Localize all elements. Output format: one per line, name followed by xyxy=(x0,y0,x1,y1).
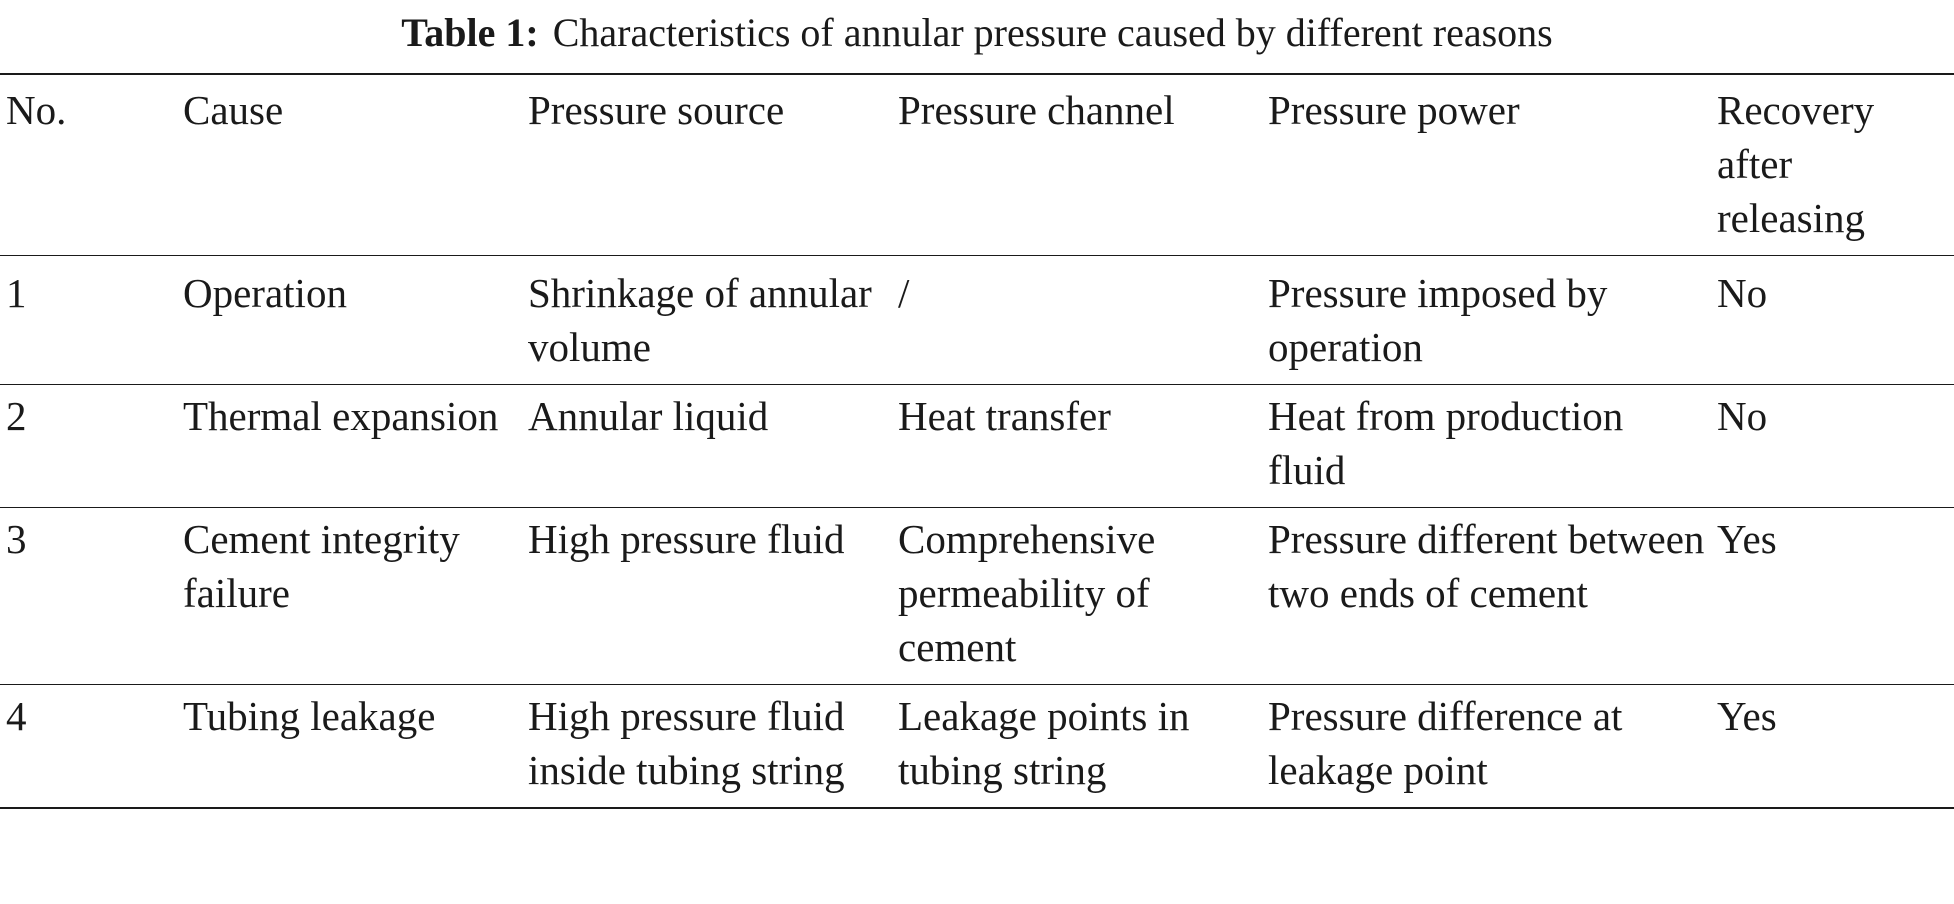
header-recovery-after-releasing: Recovery after releasing xyxy=(1717,74,1954,256)
cell-recovery: No xyxy=(1717,255,1954,385)
cell-pressure-source: High pressure fluid inside tubing string xyxy=(528,693,845,793)
cell-pressure-channel: Heat transfer xyxy=(898,384,1268,508)
table-row: 1 Operation Shrinkage of annular volume … xyxy=(0,255,1954,385)
cell-cause: Cement integrity failure xyxy=(183,507,528,685)
table-caption-text: Characteristics of annular pressure caus… xyxy=(552,9,1553,55)
cell-no: 1 xyxy=(0,255,183,385)
cell-pressure-channel: Comprehensive permeability of cement xyxy=(898,507,1268,685)
cell-pressure-source: High pressure fluid xyxy=(528,507,898,685)
header-cause: Cause xyxy=(183,74,528,256)
header-no: No. xyxy=(0,74,183,256)
cell-cause: Operation xyxy=(183,255,528,385)
cell-no: 3 xyxy=(0,507,183,685)
table-row: 2 Thermal expansion Annular liquid Heat … xyxy=(0,384,1954,508)
cell-pressure-power: Heat from production fluid xyxy=(1268,384,1717,508)
cell-cause: Tubing leakage xyxy=(183,693,436,739)
cell-pressure-source: Annular liquid xyxy=(528,384,898,508)
cell-pressure-power: Pressure different between two ends of c… xyxy=(1268,507,1717,685)
cell-no: 2 xyxy=(0,384,183,508)
cell-pressure-source: Shrinkage of annular volume xyxy=(528,255,898,385)
cell-recovery: No xyxy=(1717,384,1954,508)
header-pressure-channel: Pressure channel xyxy=(898,74,1268,256)
cell-recovery: Yes xyxy=(1717,507,1954,685)
header-pressure-source: Pressure source xyxy=(528,74,898,256)
table-header-row: No. Cause Pressure source Pressure chann… xyxy=(0,74,1954,256)
table-caption: Table 1: Characteristics of annular pres… xyxy=(0,0,1954,64)
header-pressure-power: Pressure power xyxy=(1268,74,1717,256)
table-row: 3 Cement integrity failure High pressure… xyxy=(0,507,1954,685)
cell-cause: Thermal expansion xyxy=(183,384,528,508)
table-caption-label: Table 1: xyxy=(401,9,539,55)
table-row: 4 Tubing leakage High pressure fluid ins… xyxy=(0,685,1954,809)
cell-pressure-channel: Leakage points in tubing string xyxy=(898,693,1190,793)
cell-recovery: Yes xyxy=(1717,693,1777,739)
cell-pressure-power: Pressure imposed by operation xyxy=(1268,255,1717,385)
cell-pressure-channel: / xyxy=(898,255,1268,385)
cell-pressure-power: Pressure difference at leakage point xyxy=(1268,693,1623,793)
annular-pressure-table: No. Cause Pressure source Pressure chann… xyxy=(0,73,1954,809)
cell-no: 4 xyxy=(6,693,27,739)
